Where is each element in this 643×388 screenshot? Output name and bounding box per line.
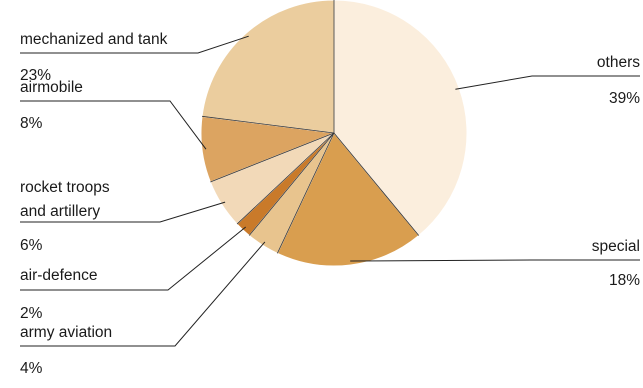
slice-separator: [236, 132, 335, 225]
slice-label-special: special: [592, 238, 640, 255]
slice-label-army-aviation: army aviation: [20, 324, 112, 341]
leader-line-rocket-troops-and-artillery: [20, 201, 226, 223]
slice-mechanized-and-tank: [201, 0, 335, 134]
slice-labels: others 39% special 18% army aviation 4% air-de…: [20, 31, 640, 377]
slice-separator: [277, 132, 335, 254]
slice-label-mechanized-and-tank: mechanized and tank: [20, 31, 168, 48]
slice-special: [276, 132, 420, 267]
slice-separator: [201, 115, 335, 134]
slice-separator: [333, 132, 420, 236]
slice-value-air-defence: 2%: [20, 305, 43, 322]
slice-value-mechanized-and-tank: 23%: [20, 67, 51, 84]
pie-slices: [200, 0, 468, 267]
leader-line-army-aviation: [20, 241, 266, 347]
leader-line-airmobile: [20, 100, 207, 150]
slice-others: [333, 0, 468, 237]
slice-value-airmobile: 8%: [20, 115, 43, 132]
slice-label-airmobile: airmobile: [20, 79, 83, 96]
slice-value-others: 39%: [609, 90, 640, 107]
leader-line-special: [350, 259, 640, 262]
leader-lines: [20, 35, 640, 347]
leader-line-air-defence: [20, 226, 247, 291]
slice-label-rocket-troops-and-artillery: rocket troops and artillery: [20, 179, 110, 220]
slice-separator: [248, 132, 335, 236]
slice-value-army-aviation: 4%: [20, 360, 43, 377]
slice-separator: [210, 132, 335, 183]
slice-label-others: others: [597, 54, 640, 71]
leader-line-others: [455, 75, 640, 90]
leader-line-mechanized-and-tank: [20, 35, 249, 54]
slice-label-air-defence: air-defence: [20, 267, 98, 284]
slice-value-rocket-troops-and-artillery: 6%: [20, 237, 43, 254]
slice-value-special: 18%: [609, 272, 640, 289]
